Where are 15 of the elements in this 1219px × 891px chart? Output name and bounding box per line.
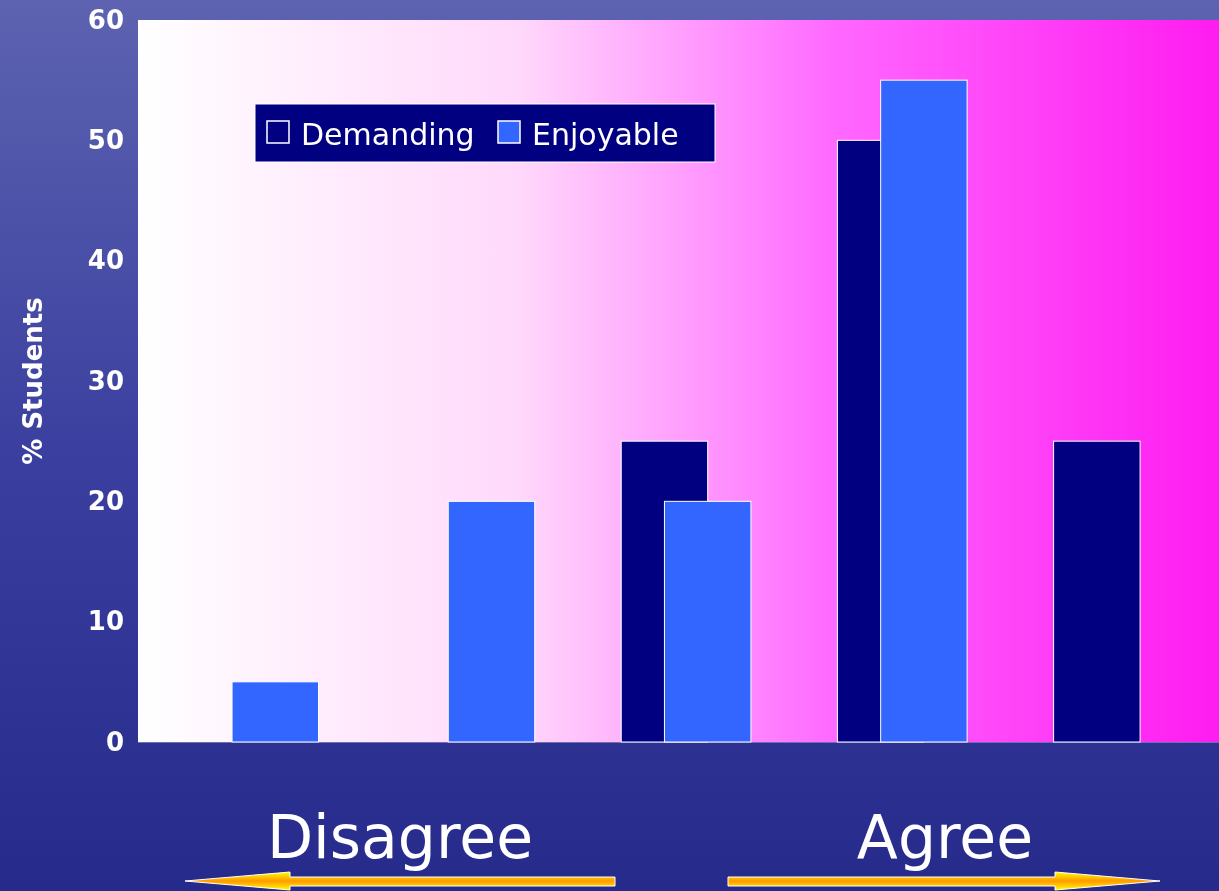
y-tick-label: 60 xyxy=(87,4,124,35)
legend-label: Enjoyable xyxy=(532,117,679,152)
bar xyxy=(1053,440,1141,743)
y-axis-title: % Students xyxy=(18,297,48,465)
legend-label: Demanding xyxy=(301,117,475,152)
y-tick-label: 40 xyxy=(87,245,124,276)
y-tick-label: 20 xyxy=(87,486,124,517)
bar xyxy=(447,500,536,743)
bar xyxy=(231,681,320,743)
y-tick-label: 10 xyxy=(87,606,124,637)
y-tick-label: 30 xyxy=(87,365,124,396)
text: Agree xyxy=(856,802,1034,872)
y-tick-label: 0 xyxy=(105,726,124,757)
text: Disagree xyxy=(266,802,534,872)
y-tick-label: 50 xyxy=(87,125,124,156)
